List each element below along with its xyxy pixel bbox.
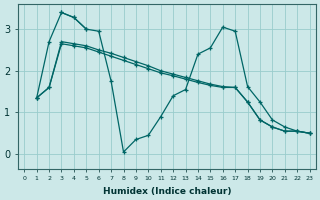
X-axis label: Humidex (Indice chaleur): Humidex (Indice chaleur): [103, 187, 231, 196]
